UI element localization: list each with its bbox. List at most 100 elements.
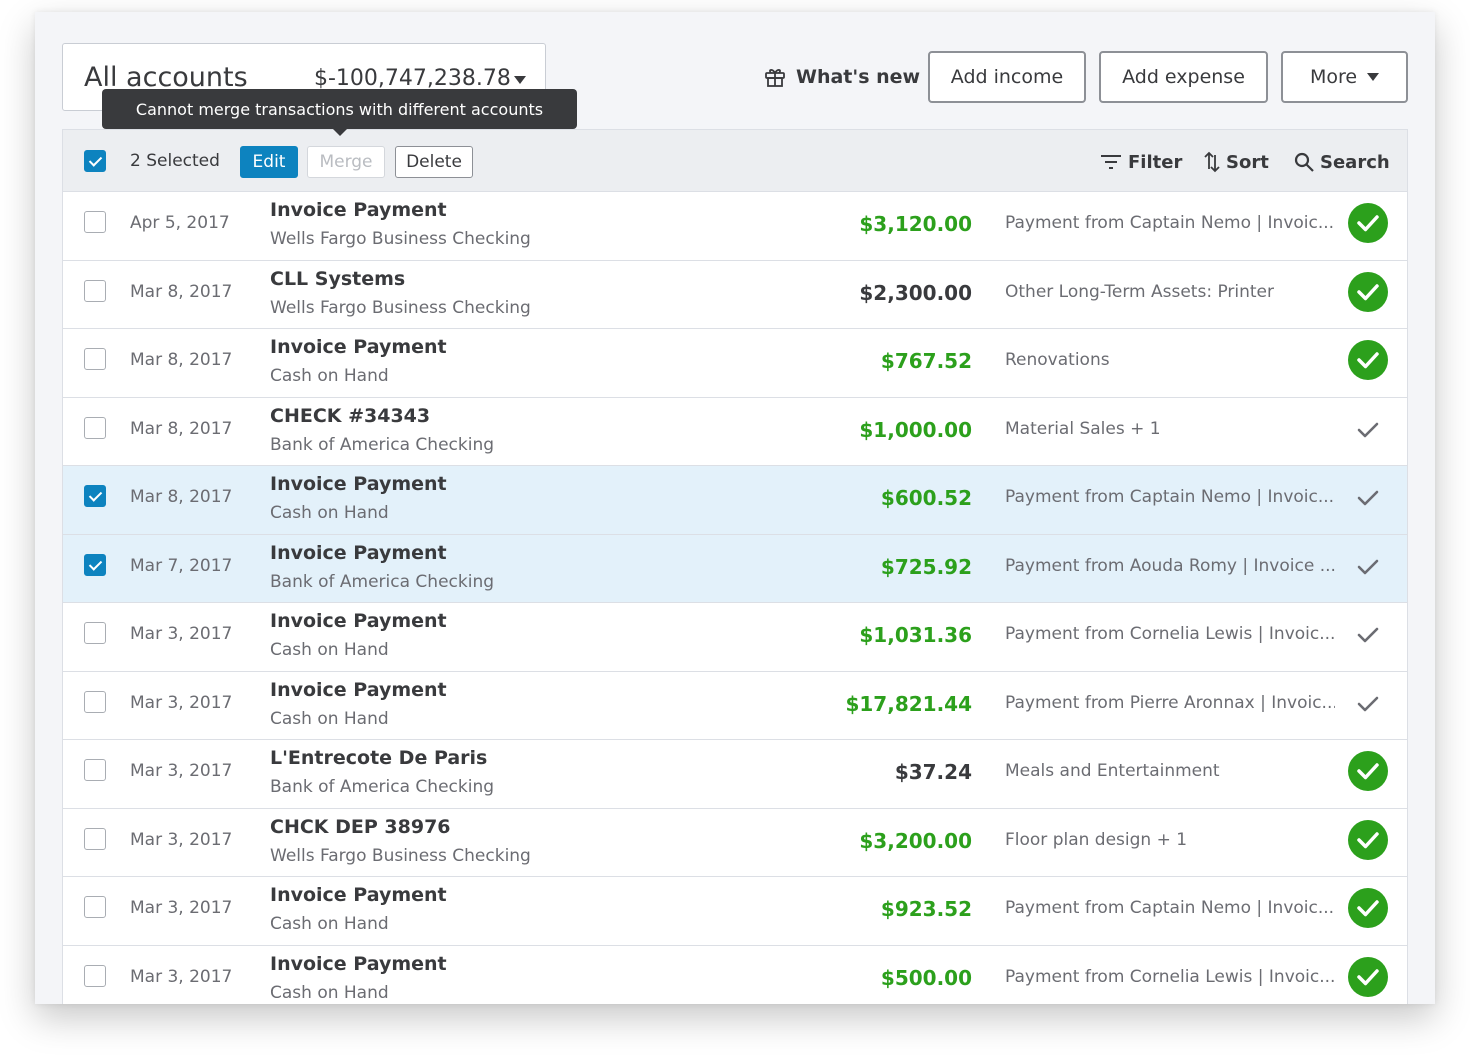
- add-income-button[interactable]: Add income: [928, 51, 1086, 103]
- matched-check-circle-icon[interactable]: [1347, 202, 1389, 244]
- matched-check-circle-icon[interactable]: [1347, 339, 1389, 381]
- transaction-payee: Invoice Payment: [270, 678, 447, 701]
- transaction-payee: Invoice Payment: [270, 541, 447, 564]
- transaction-category: Payment from Captain Nemo | Invoic...: [1005, 898, 1335, 918]
- transaction-payee: L'Entrecote De Paris: [270, 747, 488, 769]
- transaction-amount: $17,821.44: [845, 691, 972, 716]
- table-row[interactable]: Mar 8, 2017 CHECK #34343 Bank of America C…: [63, 397, 1407, 466]
- table-row[interactable]: Mar 7, 2017 Invoice Payment Bank of Americ…: [63, 534, 1407, 603]
- table-row[interactable]: Mar 3, 2017 L'Entrecote De Paris Bank of A…: [63, 740, 1407, 809]
- transaction-payee: Invoice Payment: [270, 952, 447, 975]
- row-checkbox[interactable]: [84, 348, 106, 370]
- transaction-account: Wells Fargo Business Checking: [270, 845, 531, 866]
- transaction-date: Mar 8, 2017: [130, 350, 233, 370]
- reviewed-check-icon[interactable]: [1347, 545, 1389, 587]
- filter-button[interactable]: Filter: [1100, 150, 1182, 174]
- matched-check-circle-icon[interactable]: [1347, 887, 1389, 929]
- transaction-category: Renovations: [1005, 350, 1110, 370]
- row-checkbox[interactable]: [84, 485, 106, 507]
- bulk-action-toolbar: 2 Selected Edit Merge Delete Filter Sort: [63, 130, 1407, 192]
- transaction-account: Cash on Hand: [270, 708, 389, 729]
- app-window: All accounts $-100,747,238.78 What's new…: [35, 12, 1435, 1004]
- filter-label: Filter: [1128, 151, 1183, 173]
- transaction-category: Payment from Pierre Aronnax | Invoic...: [1005, 692, 1335, 713]
- transaction-amount: $500.00: [880, 965, 972, 990]
- select-all-checkbox[interactable]: [84, 150, 106, 172]
- transaction-amount: $923.52: [880, 897, 972, 921]
- transaction-payee: Invoice Payment: [270, 884, 447, 906]
- transactions-table: 2 Selected Edit Merge Delete Filter Sort: [62, 129, 1408, 1004]
- transaction-account: Wells Fargo Business Checking: [270, 297, 531, 318]
- row-checkbox[interactable]: [84, 896, 106, 918]
- caret-down-icon: [1367, 73, 1380, 81]
- table-row[interactable]: Mar 3, 2017 CHCK DEP 38976 Wells Fargo Bus…: [63, 808, 1407, 877]
- transaction-category: Material Sales + 1: [1005, 418, 1161, 439]
- edit-button[interactable]: Edit: [240, 146, 298, 178]
- sort-button[interactable]: Sort: [1204, 150, 1269, 174]
- transaction-category: Meals and Entertainment: [1005, 761, 1220, 781]
- transaction-amount: $1,031.36: [859, 623, 972, 647]
- transaction-amount: $1,000.00: [859, 417, 972, 442]
- reviewed-check-icon[interactable]: [1347, 613, 1389, 655]
- reviewed-check-icon[interactable]: [1347, 408, 1389, 450]
- more-label: More: [1309, 66, 1358, 88]
- selected-count: 2 Selected: [130, 151, 220, 171]
- gift-icon: [765, 69, 785, 87]
- whats-new-label: What's new: [796, 66, 921, 88]
- row-checkbox[interactable]: [84, 827, 106, 850]
- table-row[interactable]: Mar 3, 2017 Invoice Payment Cash on Hand $9…: [63, 877, 1407, 946]
- transaction-payee: CLL Systems: [270, 267, 406, 290]
- row-checkbox[interactable]: [84, 622, 106, 644]
- add-expense-button[interactable]: Add expense: [1099, 51, 1268, 103]
- matched-check-circle-icon[interactable]: [1347, 956, 1389, 998]
- transaction-category: Payment from Captain Nemo | Invoic...: [1005, 487, 1335, 507]
- table-row[interactable]: Mar 8, 2017 Invoice Payment Cash on Hand $6…: [63, 466, 1407, 535]
- transaction-payee: CHECK #34343: [270, 404, 431, 427]
- account-balance: $-100,747,238.78: [314, 66, 511, 91]
- table-row[interactable]: Mar 3, 2017 Invoice Payment Cash on Hand $5…: [63, 945, 1407, 1004]
- transaction-account: Cash on Hand: [270, 914, 389, 934]
- matched-check-circle-icon[interactable]: [1347, 271, 1389, 313]
- row-checkbox[interactable]: [84, 759, 106, 781]
- row-checkbox[interactable]: [84, 690, 106, 713]
- transaction-account: Bank of America Checking: [270, 777, 495, 797]
- row-checkbox[interactable]: [84, 279, 106, 302]
- tooltip-arrow: [333, 129, 347, 136]
- matched-check-circle-icon[interactable]: [1347, 819, 1389, 861]
- account-name: All accounts: [84, 62, 248, 93]
- reviewed-check-icon[interactable]: [1347, 682, 1389, 724]
- transaction-amount: $37.24: [894, 760, 972, 784]
- transaction-account: Cash on Hand: [270, 503, 389, 523]
- transaction-account: Cash on Hand: [270, 982, 389, 1003]
- transaction-date: Mar 3, 2017: [130, 966, 233, 987]
- table-row[interactable]: Mar 3, 2017 Invoice Payment Cash on Hand $1…: [63, 671, 1407, 740]
- transaction-account: Cash on Hand: [270, 366, 389, 386]
- search-button[interactable]: Search: [1294, 150, 1390, 174]
- transaction-account: Bank of America Checking: [270, 434, 495, 455]
- table-row[interactable]: Apr 5, 2017 Invoice Payment Wells Fargo Bu…: [63, 192, 1407, 261]
- sort-label: Sort: [1226, 151, 1269, 173]
- transaction-payee: Invoice Payment: [270, 336, 447, 358]
- search-icon: [1294, 152, 1314, 172]
- transaction-account: Bank of America Checking: [270, 571, 495, 592]
- transaction-category: Payment from Captain Nemo | Invoic...: [1005, 213, 1335, 233]
- transaction-payee: Invoice Payment: [270, 473, 447, 495]
- transaction-date: Mar 8, 2017: [130, 418, 233, 439]
- table-row[interactable]: Mar 8, 2017 CLL Systems Wells Fargo Busine…: [63, 260, 1407, 329]
- merge-button[interactable]: Merge: [307, 146, 385, 178]
- whats-new-button[interactable]: What's new: [763, 62, 920, 92]
- transaction-date: Mar 3, 2017: [130, 829, 233, 850]
- row-checkbox[interactable]: [84, 964, 106, 987]
- more-button[interactable]: More: [1281, 51, 1408, 103]
- row-checkbox[interactable]: [84, 211, 106, 233]
- delete-button[interactable]: Delete: [395, 146, 473, 178]
- reviewed-check-icon[interactable]: [1347, 476, 1389, 518]
- matched-check-circle-icon[interactable]: [1347, 750, 1389, 792]
- row-checkbox[interactable]: [84, 553, 106, 576]
- transaction-date: Mar 3, 2017: [130, 761, 233, 781]
- table-row[interactable]: Mar 8, 2017 Invoice Payment Cash on Hand $7…: [63, 329, 1407, 398]
- row-checkbox[interactable]: [84, 416, 106, 439]
- table-row[interactable]: Mar 3, 2017 Invoice Payment Cash on Hand $1…: [63, 603, 1407, 672]
- transaction-amount: $767.52: [880, 349, 972, 373]
- transaction-payee: Invoice Payment: [270, 199, 447, 221]
